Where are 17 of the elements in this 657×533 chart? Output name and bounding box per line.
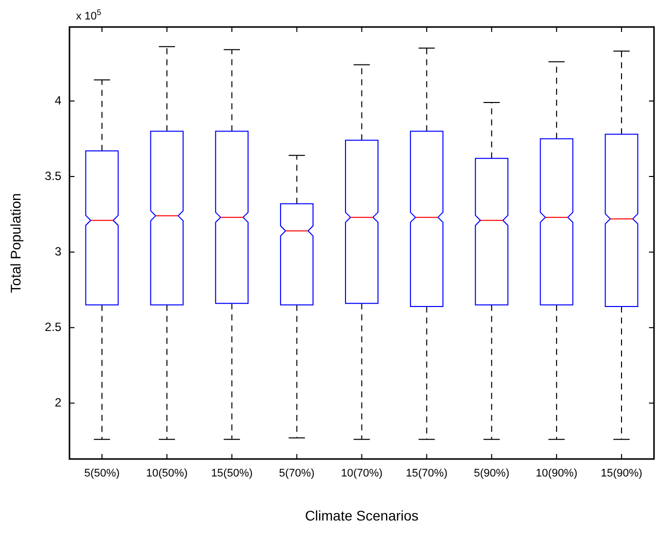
text: x 10$^{5}$ (76, 8, 102, 23)
x-tick-label: 15(90%) (600, 468, 642, 480)
x-axis-title: Climate Scenarios (304, 507, 419, 524)
y-tick-label: 3.5 (44, 168, 62, 183)
x-tick-label: 15(50%) (211, 468, 253, 480)
x-tick-label: 5(90%) (474, 468, 510, 480)
y-tick-label: 3 (54, 244, 62, 258)
y-tick-label: 2 (54, 395, 62, 410)
x-tick-label: 5(50%) (84, 468, 120, 480)
y-tick-label: 2.5 (44, 320, 62, 334)
y-tick-label: 4 (54, 93, 62, 108)
x-tick-label: 10(90%) (536, 468, 578, 480)
x-tick-label: 5(70%) (279, 468, 315, 480)
x-tick-label: 10(50%) (146, 468, 188, 480)
y-axis-title: Total Population (7, 193, 24, 293)
x-tick-label: 10(70%) (340, 468, 383, 480)
x-tick-label: 15(70%) (406, 468, 448, 480)
